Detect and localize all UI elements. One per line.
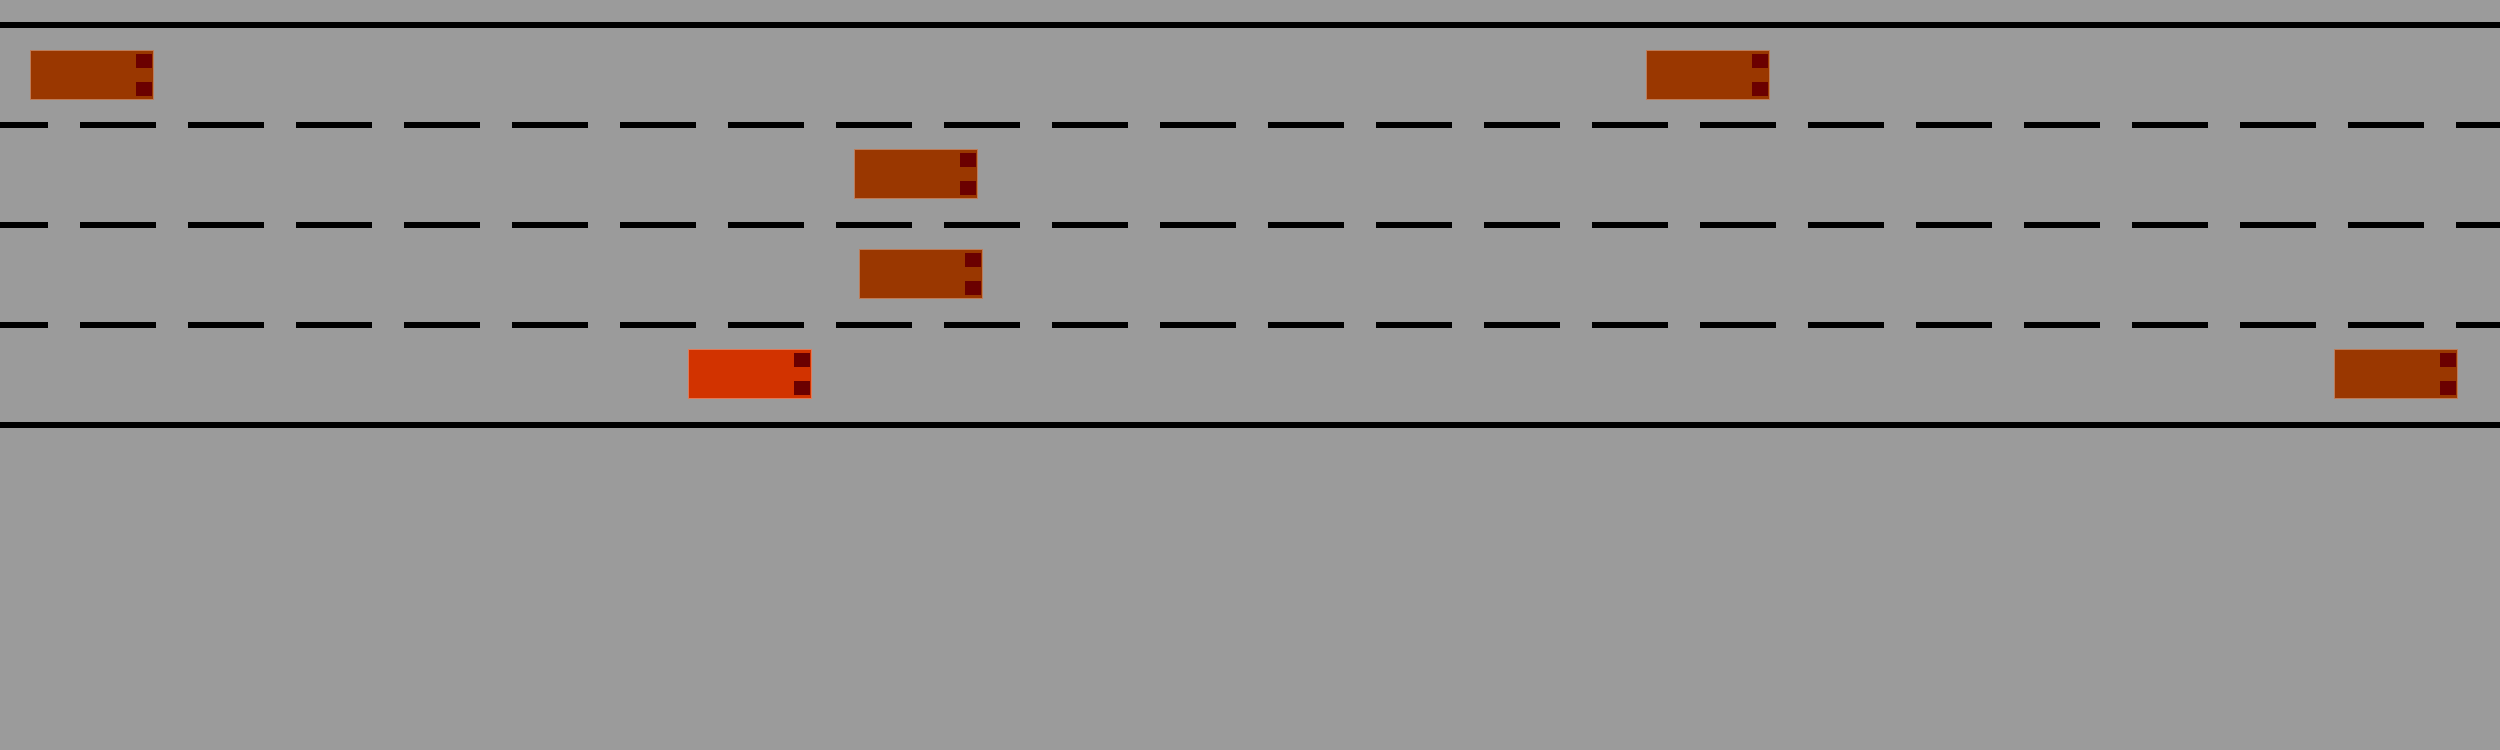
tail-light-icon — [136, 82, 152, 96]
road-top-edge — [0, 22, 2500, 28]
tail-light-icon — [136, 54, 152, 68]
tail-light-icon — [1752, 54, 1768, 68]
lane-divider-3 — [0, 322, 2500, 328]
tail-light-icon — [2440, 353, 2456, 367]
tail-light-icon — [960, 181, 976, 195]
car-5 — [2334, 349, 2458, 399]
tail-light-icon — [965, 281, 981, 295]
car-2 — [1646, 50, 1770, 100]
ego-car — [688, 349, 812, 399]
tail-light-icon — [794, 381, 810, 395]
car-1 — [30, 50, 154, 100]
tail-light-icon — [965, 253, 981, 267]
tail-light-icon — [2440, 381, 2456, 395]
tail-light-icon — [960, 153, 976, 167]
car-3 — [854, 149, 978, 199]
lane-divider-2 — [0, 222, 2500, 228]
tail-light-icon — [1752, 82, 1768, 96]
lane-divider-1 — [0, 122, 2500, 128]
tail-light-icon — [794, 353, 810, 367]
car-4 — [859, 249, 983, 299]
road-bottom-edge — [0, 422, 2500, 428]
